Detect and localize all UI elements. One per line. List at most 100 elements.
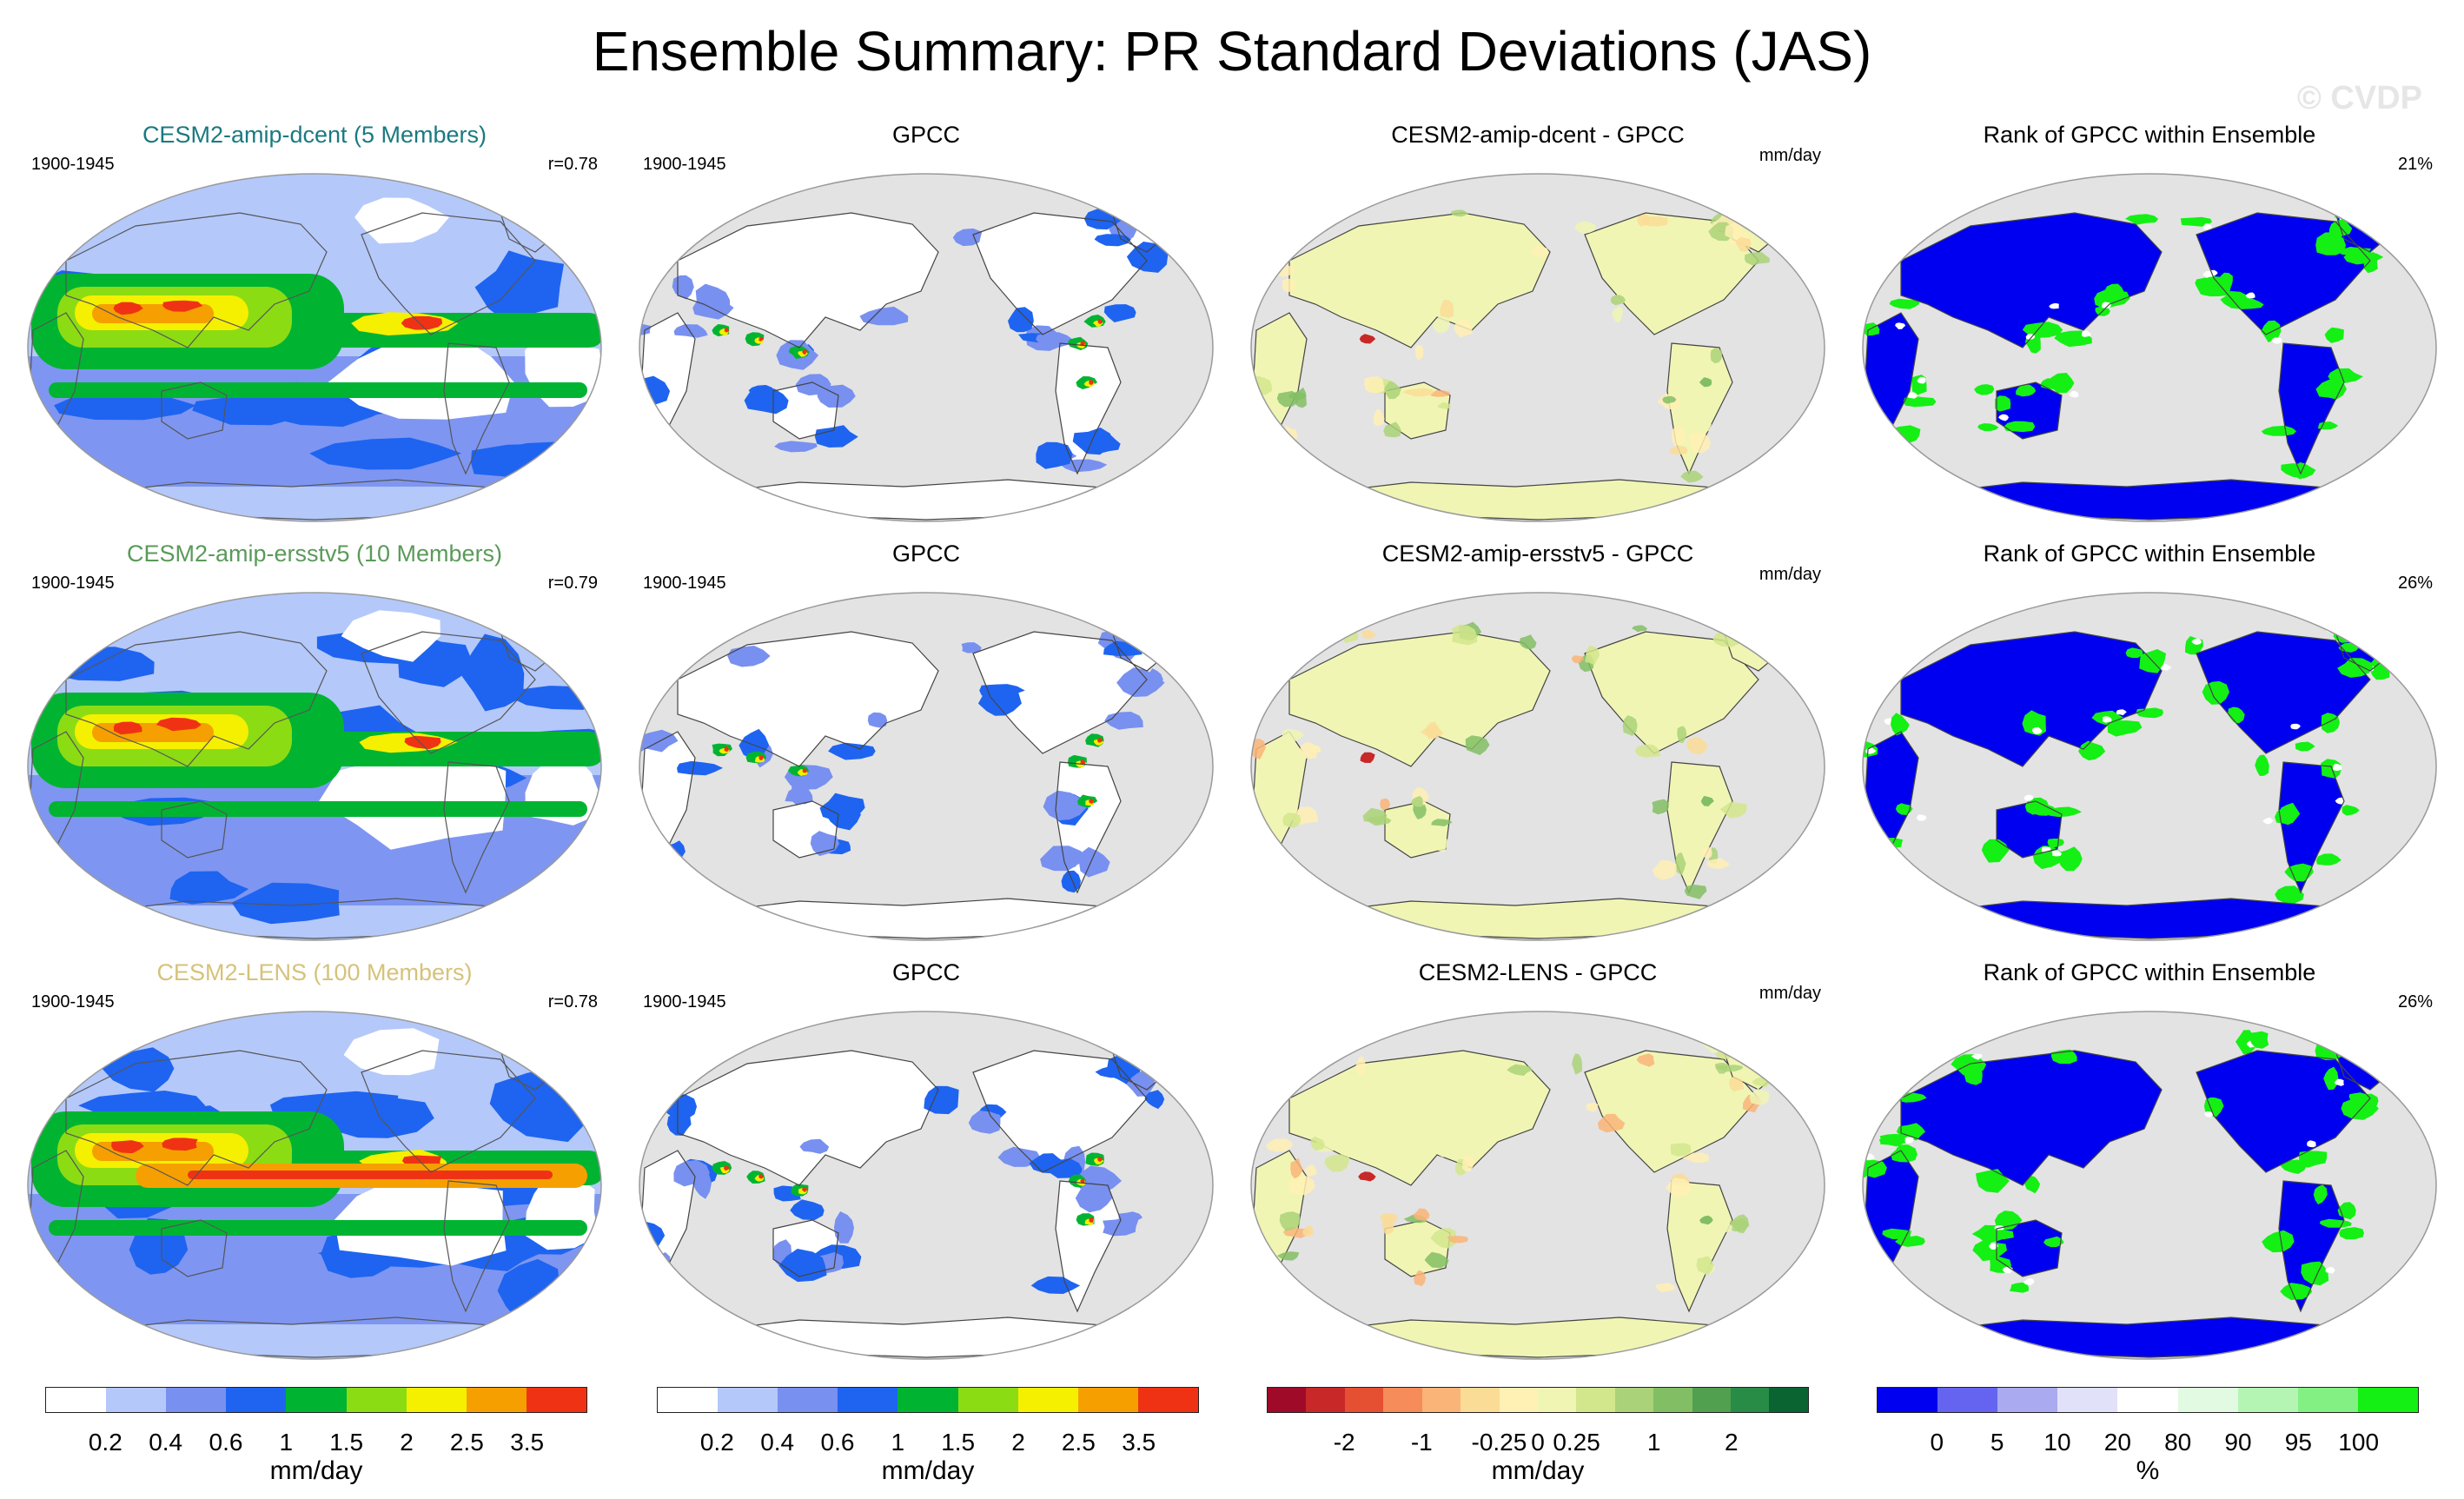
- colorbar-tick-label: 1: [891, 1429, 905, 1456]
- colorbar-tick-label: 0.25: [1553, 1429, 1600, 1456]
- colorbar-swatch: [1383, 1388, 1422, 1412]
- world-map: [27, 173, 602, 522]
- colorbar-tick-label: -2: [1333, 1429, 1355, 1456]
- world-map: [27, 592, 602, 941]
- colorbar-swatch: [1268, 1388, 1307, 1412]
- colorbar-swatch: [406, 1388, 467, 1412]
- continent-outline: [1996, 800, 2063, 859]
- colorbar-swatch: [1614, 1388, 1654, 1412]
- colorbar-units: %: [2136, 1456, 2160, 1485]
- continent-outline: [1901, 213, 2162, 348]
- continent-outline: [65, 631, 328, 767]
- continent-outline: [2278, 1180, 2345, 1313]
- panel-title: Rank of GPCC within Ensemble: [1983, 122, 2316, 148]
- colorbar-units: mm/day: [269, 1456, 363, 1485]
- continent-outline: [1996, 381, 2063, 440]
- colorbar-tick-label: 2: [1011, 1429, 1025, 1456]
- colorbar-swatch: [898, 1388, 958, 1412]
- colorbar-swatch: [466, 1388, 527, 1412]
- world-map: [639, 1011, 1214, 1360]
- colorbar-tick-label: 0: [1930, 1429, 1944, 1456]
- colorbar-swatch: [2177, 1388, 2238, 1412]
- continent-outline: [1996, 1219, 2063, 1277]
- map-panel-gpcc-3: GPCC 1900-1945: [626, 959, 1227, 1368]
- units-label: mm/day: [1759, 984, 1821, 1003]
- correlation-label: r=0.78: [547, 992, 598, 1011]
- continent-outline: [772, 800, 839, 859]
- continent-outline: [1056, 343, 1121, 474]
- colorbar-swatch: [1731, 1388, 1770, 1412]
- colorbar-tick-label: 2: [1725, 1429, 1739, 1456]
- colorbar-swatch: [346, 1388, 407, 1412]
- colorbar-swatch: [1769, 1388, 1808, 1412]
- map-panel-rank-1: Rank of GPCC within Ensemble 21%: [1849, 122, 2450, 530]
- colorbar-swatch: [1692, 1388, 1732, 1412]
- colorbar-swatch: [46, 1388, 107, 1412]
- map-panel-rank-3: Rank of GPCC within Ensemble 26%: [1849, 959, 2450, 1368]
- colorbar-swatch: [166, 1388, 227, 1412]
- continent-outline: [1584, 212, 1759, 335]
- panel-title: CESM2-amip-dcent (5 Members): [142, 122, 487, 148]
- continent-outline: [1901, 1051, 2162, 1185]
- continent-outline: [2279, 343, 2344, 474]
- colorbar-tick-label: 1.5: [941, 1429, 976, 1456]
- correlation-label: r=0.79: [547, 574, 598, 593]
- period-label: 1900-1945: [643, 155, 726, 174]
- panel-title: CESM2-amip-dcent - GPCC: [1391, 122, 1685, 148]
- colorbar-swatch: [1077, 1388, 1138, 1412]
- continent-outline: [65, 212, 328, 348]
- continent-outline: [161, 381, 228, 440]
- panel-title: CESM2-LENS (100 Members): [156, 959, 473, 985]
- colorbar-tick-label: 1: [279, 1429, 294, 1456]
- continent-outline: [972, 631, 1148, 754]
- panel-title: Rank of GPCC within Ensemble: [1983, 541, 2316, 567]
- colorbar-tick-label: 90: [2224, 1429, 2252, 1456]
- period-label: 1900-1945: [31, 155, 115, 174]
- continent-outline: [2196, 1050, 2371, 1173]
- continent-outline: [1055, 761, 1122, 894]
- units-label: mm/day: [1759, 565, 1821, 584]
- colorbar-tick-label: 2.5: [1061, 1429, 1096, 1456]
- continent-outline: [2279, 1181, 2344, 1311]
- panel-title: CESM2-LENS - GPCC: [1418, 959, 1658, 985]
- continent-outline: [65, 1050, 328, 1186]
- period-label: 1900-1945: [643, 992, 726, 1011]
- continent-outline: [772, 381, 839, 440]
- continent-outline: [361, 212, 536, 335]
- colorbar-tick-label: 0.6: [209, 1429, 243, 1456]
- figure-title: Ensemble Summary: PR Standard Deviations…: [592, 20, 1872, 83]
- panel-title: GPCC: [891, 541, 960, 567]
- continent-outline: [677, 212, 939, 348]
- colorbar-swatch: [2117, 1388, 2178, 1412]
- colorbar-swatch: [1499, 1388, 1538, 1412]
- colorbar-tick-label: 3.5: [1122, 1429, 1156, 1456]
- colorbar-tick-label: 1: [1646, 1429, 1661, 1456]
- continent-outline: [1056, 1181, 1121, 1311]
- continent-outline: [2278, 761, 2345, 894]
- colorbar-swatch: [286, 1388, 347, 1412]
- world-map: [639, 173, 1214, 522]
- world-map: [1250, 173, 1825, 522]
- colorbar-diff-3: -2 -1 -0.25 0 0.25 1 2 mm/day: [1267, 1387, 1809, 1491]
- continent-outline: [1900, 631, 2163, 767]
- colorbar-tick-label: 20: [2103, 1429, 2131, 1456]
- continent-outline: [1900, 1050, 2163, 1186]
- period-label: 1900-1945: [643, 574, 726, 593]
- panel-title: GPCC: [891, 959, 960, 985]
- colorbar-swatches: [1267, 1387, 1809, 1413]
- continent-outline: [443, 342, 510, 475]
- percent-label: 21%: [2397, 155, 2433, 174]
- colorbar-swatch: [838, 1388, 898, 1412]
- colorbar-swatch: [778, 1388, 838, 1412]
- colorbar-tick-label: 95: [2284, 1429, 2312, 1456]
- colorbar-tick-label: 3.5: [510, 1429, 545, 1456]
- colorbar-pr-1: 0.2 0.4 0.6 1 1.5 2 2.5 3.5 mm/day: [45, 1387, 587, 1491]
- continent-outline: [678, 1051, 938, 1185]
- colorbar-swatch: [1537, 1388, 1577, 1412]
- continent-outline: [2196, 631, 2371, 754]
- colorbar-tick-label: 2: [400, 1429, 414, 1456]
- percent-label: 26%: [2397, 992, 2433, 1011]
- colorbar-units: mm/day: [1491, 1456, 1585, 1485]
- map-panel-diff-1: CESM2-amip-dcent - GPCC mm/day: [1237, 122, 1838, 530]
- colorbar-swatch: [1306, 1388, 1345, 1412]
